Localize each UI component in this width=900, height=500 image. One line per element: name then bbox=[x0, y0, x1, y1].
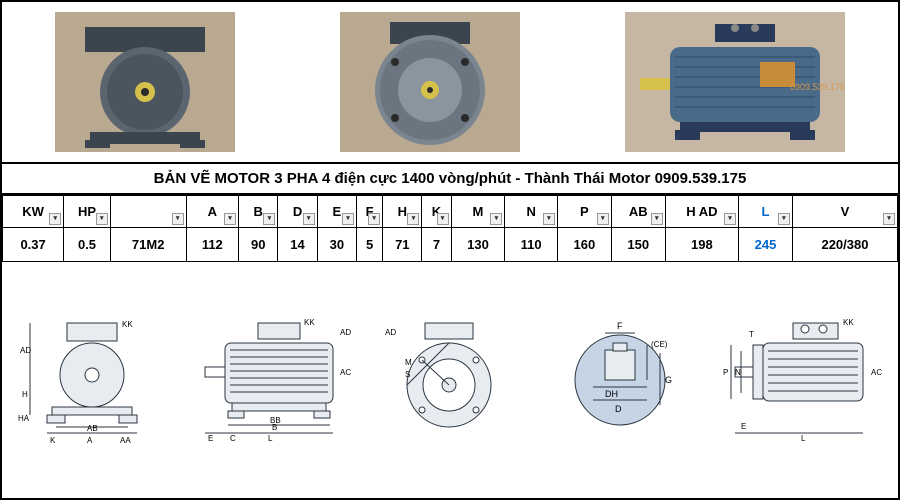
svg-text:N: N bbox=[735, 368, 741, 377]
filter-dropdown-icon[interactable]: ▾ bbox=[724, 213, 736, 225]
motor-flange-dims: M S AD bbox=[367, 315, 532, 445]
sheet-title: BẢN VẼ MOTOR 3 PHA 4 điện cực 1400 vòng/… bbox=[2, 162, 898, 195]
col-header: N▾ bbox=[505, 196, 557, 228]
col-header: M▾ bbox=[451, 196, 505, 228]
filter-dropdown-icon[interactable]: ▾ bbox=[490, 213, 502, 225]
data-cell: 198 bbox=[665, 228, 738, 262]
svg-text:H: H bbox=[22, 390, 28, 399]
motor-side-dims: E C B BB L AD AC KK bbox=[190, 315, 355, 445]
data-cell: 160 bbox=[557, 228, 611, 262]
filter-dropdown-icon[interactable]: ▾ bbox=[303, 213, 315, 225]
data-cell: 71M2 bbox=[110, 228, 186, 262]
header-row: KW▾HP▾▾A▾B▾D▾E▾F▾H▾K▾M▾N▾P▾AB▾H AD▾L▾V▾ bbox=[3, 196, 898, 228]
col-header: B▾ bbox=[239, 196, 278, 228]
col-header: ▾ bbox=[110, 196, 186, 228]
spec-table: KW▾HP▾▾A▾B▾D▾E▾F▾H▾K▾M▾N▾P▾AB▾H AD▾L▾V▾ … bbox=[2, 195, 898, 262]
col-header: K▾ bbox=[422, 196, 451, 228]
col-header: E▾ bbox=[317, 196, 356, 228]
motor-shaft-dims: F (CE) DH D G bbox=[545, 315, 710, 445]
col-header: HP▾ bbox=[64, 196, 111, 228]
filter-dropdown-icon[interactable]: ▾ bbox=[263, 213, 275, 225]
col-header: H AD▾ bbox=[665, 196, 738, 228]
svg-text:AD: AD bbox=[20, 346, 31, 355]
data-cell: 245 bbox=[739, 228, 793, 262]
svg-text:KK: KK bbox=[122, 320, 133, 329]
svg-text:P: P bbox=[723, 368, 728, 377]
data-cell: 5 bbox=[356, 228, 382, 262]
filter-dropdown-icon[interactable]: ▾ bbox=[224, 213, 236, 225]
svg-text:K: K bbox=[50, 436, 56, 445]
svg-text:G: G bbox=[665, 375, 672, 385]
svg-text:T: T bbox=[749, 330, 754, 339]
col-header: F▾ bbox=[356, 196, 382, 228]
col-header: V▾ bbox=[792, 196, 897, 228]
svg-text:DH: DH bbox=[605, 389, 618, 399]
motor-front-dims: AD H HA K A AA AB KK bbox=[12, 315, 177, 445]
data-cell: 130 bbox=[451, 228, 505, 262]
svg-text:L: L bbox=[268, 434, 273, 443]
svg-text:F: F bbox=[617, 321, 623, 331]
col-header: A▾ bbox=[186, 196, 238, 228]
data-cell: 0.5 bbox=[64, 228, 111, 262]
filter-dropdown-icon[interactable]: ▾ bbox=[883, 213, 895, 225]
col-header: AB▾ bbox=[611, 196, 665, 228]
svg-text:(CE): (CE) bbox=[651, 340, 668, 349]
data-cell: 90 bbox=[239, 228, 278, 262]
svg-text:HA: HA bbox=[18, 414, 30, 423]
motor-front-photo bbox=[55, 12, 235, 152]
filter-dropdown-icon[interactable]: ▾ bbox=[543, 213, 555, 225]
svg-text:A: A bbox=[87, 436, 93, 445]
svg-text:C: C bbox=[230, 434, 236, 443]
svg-text:AA: AA bbox=[120, 436, 131, 445]
filter-dropdown-icon[interactable]: ▾ bbox=[172, 213, 184, 225]
col-header: P▾ bbox=[557, 196, 611, 228]
data-cell: 0.37 bbox=[3, 228, 64, 262]
svg-text:L: L bbox=[801, 434, 806, 443]
svg-text:S: S bbox=[405, 370, 410, 379]
col-header: KW▾ bbox=[3, 196, 64, 228]
col-header: D▾ bbox=[278, 196, 317, 228]
filter-dropdown-icon[interactable]: ▾ bbox=[368, 213, 380, 225]
data-cell: 110 bbox=[505, 228, 557, 262]
svg-text:BB: BB bbox=[270, 416, 281, 425]
data-cell: 112 bbox=[186, 228, 238, 262]
svg-text:AC: AC bbox=[340, 368, 351, 377]
svg-text:0909.539.175: 0909.539.175 bbox=[790, 82, 845, 92]
svg-text:AC: AC bbox=[871, 368, 882, 377]
data-cell: 30 bbox=[317, 228, 356, 262]
svg-text:E: E bbox=[741, 422, 746, 431]
motor-flange-side-dims: T P N E L KK AC bbox=[723, 315, 888, 445]
data-cell: 14 bbox=[278, 228, 317, 262]
filter-dropdown-icon[interactable]: ▾ bbox=[651, 213, 663, 225]
filter-dropdown-icon[interactable]: ▾ bbox=[342, 213, 354, 225]
filter-dropdown-icon[interactable]: ▾ bbox=[407, 213, 419, 225]
data-cell: 150 bbox=[611, 228, 665, 262]
svg-text:D: D bbox=[615, 404, 622, 414]
svg-text:AD: AD bbox=[340, 328, 351, 337]
motor-side-photo: 0909.539.175 bbox=[625, 12, 845, 152]
col-header: L▾ bbox=[739, 196, 793, 228]
data-cell: 71 bbox=[383, 228, 422, 262]
motor-flange-photo bbox=[340, 12, 520, 152]
svg-text:KK: KK bbox=[843, 318, 854, 327]
svg-text:AB: AB bbox=[87, 424, 98, 433]
data-row: 0.370.571M211290143057171301101601501982… bbox=[3, 228, 898, 262]
svg-text:AD: AD bbox=[385, 328, 396, 337]
filter-dropdown-icon[interactable]: ▾ bbox=[597, 213, 609, 225]
svg-text:M: M bbox=[405, 358, 412, 367]
diagram-row: AD H HA K A AA AB KK bbox=[2, 262, 898, 498]
svg-text:E: E bbox=[208, 434, 213, 443]
filter-dropdown-icon[interactable]: ▾ bbox=[437, 213, 449, 225]
filter-dropdown-icon[interactable]: ▾ bbox=[96, 213, 108, 225]
spec-sheet: 0909.539.175 BẢN VẼ MOTOR 3 PHA 4 điện c… bbox=[0, 0, 900, 500]
data-cell: 220/380 bbox=[792, 228, 897, 262]
filter-dropdown-icon[interactable]: ▾ bbox=[778, 213, 790, 225]
data-cell: 7 bbox=[422, 228, 451, 262]
photo-row: 0909.539.175 bbox=[2, 2, 898, 162]
filter-dropdown-icon[interactable]: ▾ bbox=[49, 213, 61, 225]
col-header: H▾ bbox=[383, 196, 422, 228]
svg-text:KK: KK bbox=[304, 318, 315, 327]
